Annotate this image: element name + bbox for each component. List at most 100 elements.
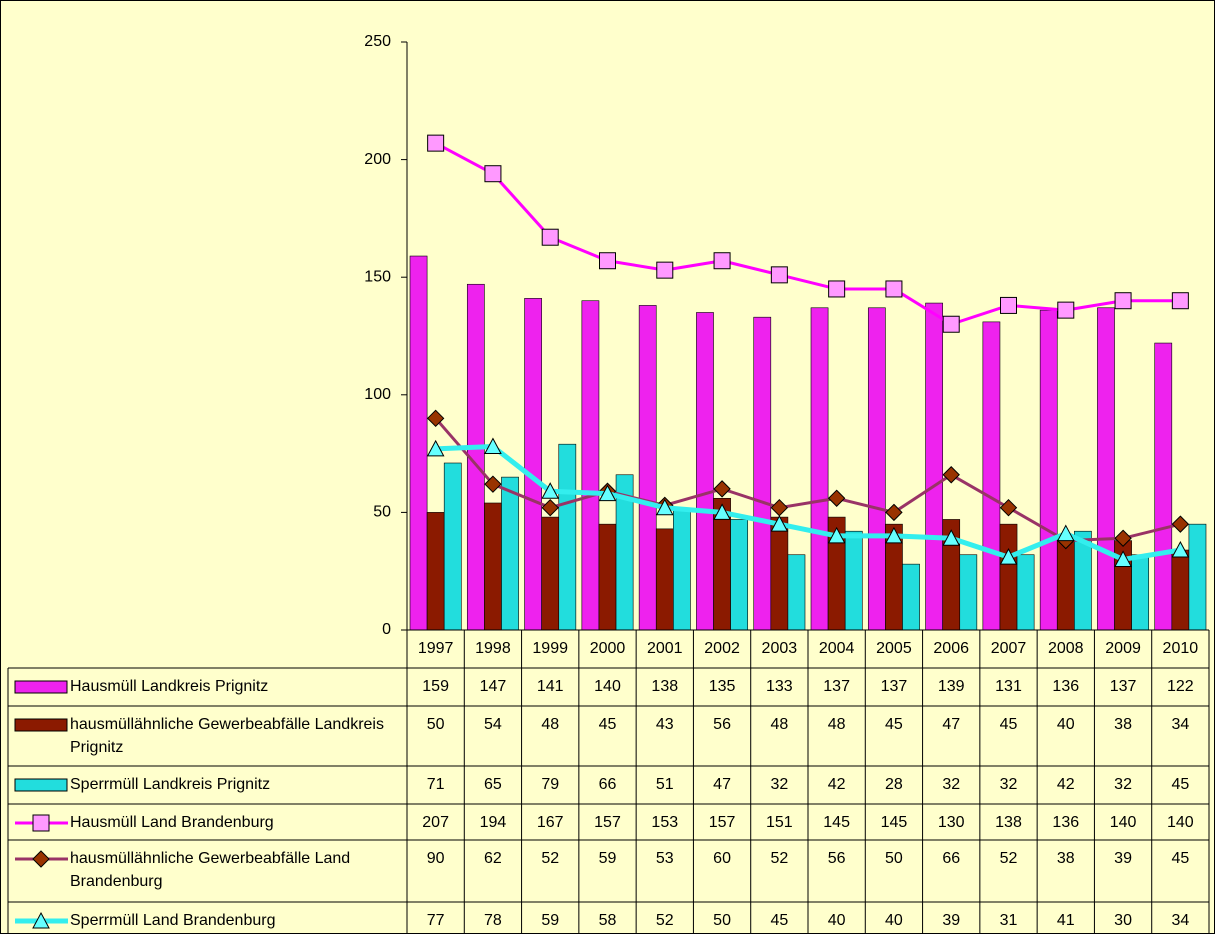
table-value: 139 — [938, 678, 965, 695]
table-value: 130 — [938, 814, 965, 831]
marker — [1114, 292, 1132, 310]
bar — [673, 509, 691, 631]
marker — [770, 266, 788, 284]
marker — [770, 515, 789, 532]
legend-label-box: Sperrmüll Land Brandenburg — [70, 912, 275, 929]
bar — [959, 554, 978, 631]
line — [434, 141, 1181, 326]
legend-key — [14, 680, 68, 694]
table-value: 138 — [995, 814, 1022, 831]
table-value: 59 — [541, 912, 559, 929]
x-tick-label: 1997 — [418, 640, 454, 657]
table-value: 71 — [427, 776, 445, 793]
table-value: 136 — [1052, 814, 1079, 831]
legend-key — [14, 718, 68, 732]
marker — [1056, 524, 1075, 542]
x-tick-label: 1999 — [532, 640, 568, 657]
table-value: 47 — [942, 716, 960, 733]
table-value: 138 — [651, 678, 678, 695]
table-value: 207 — [422, 814, 449, 831]
table-value: 167 — [537, 814, 564, 831]
marker — [827, 489, 846, 507]
x-tick-label: 2002 — [704, 640, 740, 657]
marker — [655, 498, 674, 516]
marker — [541, 228, 559, 246]
bar — [902, 563, 920, 631]
y-tick-label: 0 — [382, 621, 391, 638]
line — [435, 444, 1181, 562]
table-value: 136 — [1052, 678, 1079, 695]
marker — [1114, 550, 1132, 567]
legend-label-box: Sperrmüll Landkreis Prignitz — [70, 776, 270, 793]
marker — [999, 548, 1018, 565]
table-value: 38 — [1114, 716, 1132, 733]
table-value: 50 — [885, 850, 903, 867]
table-value: 145 — [881, 814, 908, 831]
table-value: 65 — [484, 776, 502, 793]
marker — [713, 503, 731, 520]
table-value: 45 — [885, 716, 903, 733]
legend-label-box: Hausmüll Landkreis Prignitz — [70, 678, 269, 695]
bar — [655, 528, 674, 631]
x-tick-label: 2008 — [1048, 640, 1084, 657]
table-value: 39 — [1114, 850, 1132, 867]
marker — [827, 526, 846, 544]
y-tick-label: 50 — [373, 504, 391, 521]
marker — [598, 484, 617, 502]
x-tick-label: 2009 — [1105, 640, 1141, 657]
x-tick-label: 2010 — [1163, 640, 1199, 657]
table-value: 140 — [1110, 814, 1137, 831]
table-value: 147 — [480, 678, 507, 695]
bar — [1016, 554, 1035, 631]
bar — [501, 476, 519, 631]
table-value: 56 — [828, 850, 846, 867]
table-value: 52 — [770, 850, 788, 867]
bar — [810, 307, 829, 631]
marker — [599, 252, 616, 270]
bar — [753, 316, 772, 631]
table-value: 32 — [1114, 776, 1132, 793]
bar — [1039, 309, 1058, 631]
x-tick-label: 2000 — [590, 640, 626, 657]
table-value: 45 — [770, 912, 788, 929]
bar — [638, 305, 657, 631]
table-value: 90 — [427, 850, 445, 867]
marker — [942, 315, 960, 333]
table-value: 137 — [823, 678, 850, 695]
bar — [982, 321, 1001, 631]
table-value: 38 — [1057, 850, 1075, 867]
marker — [426, 409, 445, 428]
bar — [1171, 549, 1190, 631]
table-value: 32 — [942, 776, 960, 793]
table-value: 137 — [1110, 678, 1137, 695]
legend-label: Hausmüll Landkreis Prignitz — [70, 678, 269, 695]
table-value: 151 — [766, 814, 793, 831]
bar — [524, 298, 542, 631]
x-tick-label: 2007 — [991, 640, 1027, 657]
table-value: 137 — [881, 678, 908, 695]
x-tick-label: 2003 — [762, 640, 798, 657]
table-value: 45 — [599, 716, 617, 733]
y-tick-label: 100 — [364, 386, 391, 403]
table-value: 45 — [1171, 776, 1189, 793]
legend-marker — [32, 814, 50, 832]
bar — [558, 443, 577, 631]
table-value: 78 — [484, 912, 502, 929]
bar — [1056, 535, 1075, 631]
marker — [541, 482, 560, 499]
marker — [1171, 540, 1190, 558]
table-value: 141 — [537, 678, 564, 695]
marker — [1057, 301, 1075, 319]
table-value: 133 — [766, 678, 793, 695]
table-value: 145 — [823, 814, 850, 831]
table-value: 41 — [1057, 912, 1075, 929]
bar — [1097, 307, 1115, 631]
marker — [1171, 515, 1190, 533]
table-value: 30 — [1114, 912, 1132, 929]
table-value: 48 — [828, 716, 846, 733]
marker — [427, 134, 445, 152]
marker — [999, 498, 1018, 517]
marker — [828, 280, 846, 298]
table-value: 66 — [599, 776, 617, 793]
